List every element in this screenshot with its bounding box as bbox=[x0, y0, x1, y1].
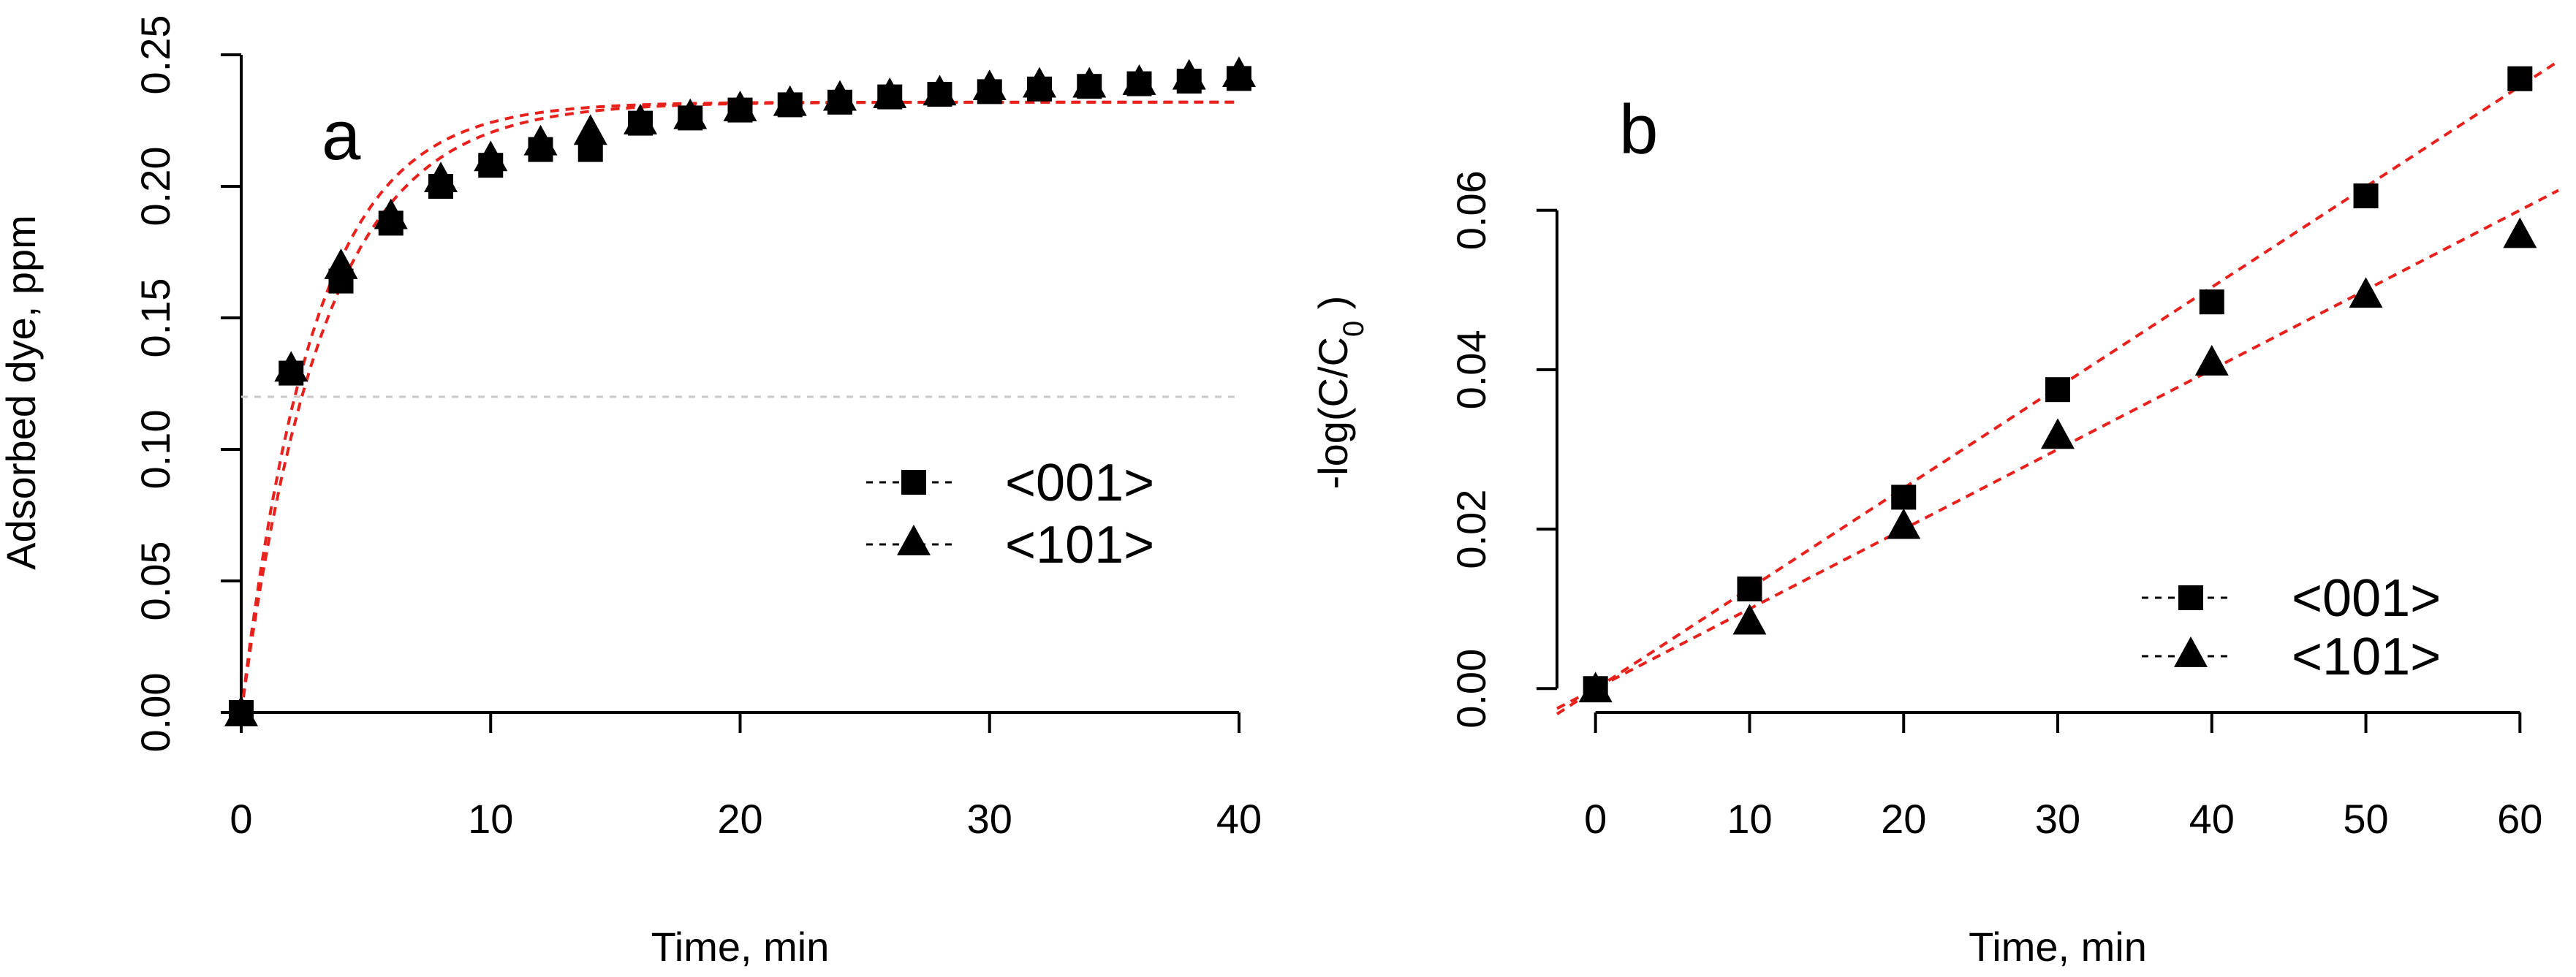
y-tick-label: 0.05 bbox=[132, 541, 178, 621]
data-point-triangle bbox=[1732, 604, 1767, 635]
data-point-triangle bbox=[1072, 66, 1107, 98]
y-axis-title: -log(C/C0 ) bbox=[1310, 296, 1370, 490]
data-point-square bbox=[2045, 377, 2070, 403]
y-tick-label: 0.00 bbox=[1448, 649, 1494, 729]
data-point-triangle bbox=[972, 69, 1007, 101]
data-point-triangle bbox=[1172, 58, 1206, 90]
data-point-triangle bbox=[873, 77, 907, 108]
panel-b: 0 10 20 30 40 50 60 0.00 0.02 0.04 0.06 Time, min -l… bbox=[1310, 60, 2560, 970]
legend-label: <001> bbox=[1005, 454, 1154, 512]
legend-marker-square bbox=[2178, 585, 2203, 610]
fit-line bbox=[240, 100, 1240, 713]
data-point-square bbox=[1891, 484, 1917, 510]
data-point-triangle bbox=[723, 91, 757, 121]
data-point-square bbox=[2353, 183, 2379, 209]
data-point-triangle bbox=[773, 85, 807, 116]
data-point-triangle bbox=[523, 124, 558, 156]
data-point-triangle bbox=[424, 161, 458, 193]
x-tick-label: 50 bbox=[2343, 796, 2388, 842]
data-point-triangle bbox=[1122, 64, 1156, 95]
data-point-triangle bbox=[1222, 56, 1256, 88]
data-point-triangle bbox=[673, 98, 708, 129]
x-tick-label: 10 bbox=[1727, 796, 1772, 842]
data-point-triangle bbox=[823, 80, 857, 111]
data-point-triangle bbox=[474, 140, 508, 172]
y-tick-label: 0.10 bbox=[132, 410, 178, 490]
x-tick-label: 0 bbox=[1584, 796, 1607, 842]
legend-marker-triangle bbox=[2174, 636, 2208, 667]
data-point-triangle bbox=[2041, 418, 2075, 449]
legend-marker-triangle bbox=[897, 525, 931, 555]
data-point-triangle bbox=[2503, 217, 2537, 248]
data-point-triangle bbox=[573, 114, 607, 145]
data-point-triangle bbox=[324, 248, 358, 279]
data-point-triangle bbox=[2194, 345, 2229, 376]
data-point-square bbox=[1737, 576, 1762, 601]
x-tick-label: 40 bbox=[1216, 796, 1262, 842]
x-tick-label: 40 bbox=[2189, 796, 2235, 842]
y-tick-label: 0.04 bbox=[1448, 330, 1494, 409]
x-tick-label: 60 bbox=[2497, 796, 2542, 842]
x-axis-title: Time, min bbox=[1969, 924, 2147, 970]
y-tick-label: 0.06 bbox=[1448, 170, 1494, 250]
x-tick-label: 20 bbox=[1881, 796, 1926, 842]
fit-line bbox=[240, 100, 1240, 713]
fit-line bbox=[1556, 189, 2559, 710]
data-point-triangle bbox=[374, 198, 408, 229]
x-tick-label: 10 bbox=[468, 796, 513, 842]
legend-label: <001> bbox=[2292, 569, 2441, 628]
y-tick-label: 0.25 bbox=[132, 15, 178, 95]
data-point-triangle bbox=[1578, 672, 1613, 703]
y-tick-label: 0.02 bbox=[1448, 490, 1494, 569]
x-tick-label: 30 bbox=[967, 796, 1012, 842]
data-point-square bbox=[2199, 289, 2224, 315]
data-point-triangle bbox=[923, 75, 957, 106]
x-tick-label: 0 bbox=[230, 796, 252, 842]
panel-label: a bbox=[322, 96, 361, 175]
data-point-triangle bbox=[1023, 66, 1056, 98]
y-tick-label: 0.20 bbox=[132, 147, 178, 227]
panel-a: 0 10 20 30 40 0.00 0.05 0.10 0.15 0.20 0.25 Time, m… bbox=[0, 15, 1262, 970]
data-point-square bbox=[2507, 66, 2533, 91]
legend-label: <101> bbox=[1005, 516, 1154, 574]
x-tick-label: 30 bbox=[2035, 796, 2080, 842]
data-point-triangle bbox=[624, 104, 657, 134]
legend-marker-square bbox=[901, 470, 926, 495]
legend-label: <101> bbox=[2292, 628, 2441, 686]
data-point-triangle bbox=[224, 696, 258, 726]
x-tick-label: 20 bbox=[717, 796, 762, 842]
data-point-triangle bbox=[1887, 508, 1921, 539]
y-tick-label: 0.15 bbox=[132, 278, 178, 358]
data-point-triangle bbox=[274, 351, 308, 382]
data-point-triangle bbox=[2349, 277, 2383, 308]
y-axis-title: Adsorbed dye, ppm bbox=[0, 215, 44, 570]
y-tick-label: 0.00 bbox=[132, 673, 178, 753]
panel-label: b bbox=[1619, 91, 1658, 169]
x-axis-title: Time, min bbox=[651, 924, 830, 970]
